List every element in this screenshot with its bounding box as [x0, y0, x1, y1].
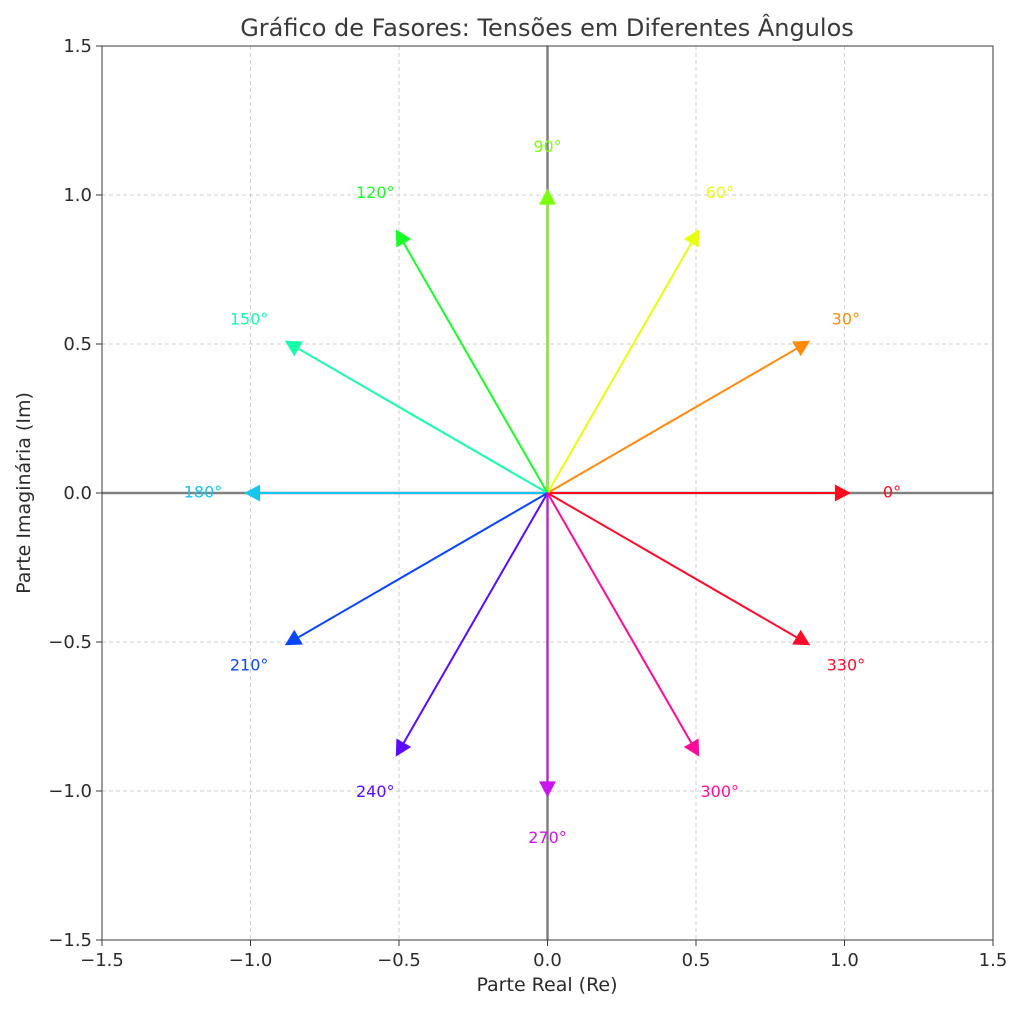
y-tick-label: 1.0 [63, 185, 92, 206]
x-tick-label: 0.5 [682, 950, 711, 971]
phasor-arrowhead-330 [792, 629, 811, 646]
y-tick-label: −0.5 [48, 632, 92, 653]
x-tick-label: 1.0 [830, 950, 859, 971]
phasor-arrowhead-60 [683, 229, 700, 248]
y-axis-ticks: −1.5 −1.0 −0.5 0.0 0.5 1.0 1.5 [48, 36, 102, 951]
phasor-line-240 [402, 492, 549, 744]
y-tick-label: −1.5 [48, 930, 92, 951]
chart-title: Gráfico de Fasores: Tensões em Diferente… [240, 13, 854, 42]
phasor-arrowhead-90 [539, 188, 556, 205]
phasor-arrowhead-270 [539, 781, 556, 798]
phasor-arrowhead-180 [244, 484, 261, 502]
phasor-arrowhead-30 [792, 340, 811, 357]
phasor-label-210: 210° [230, 655, 269, 674]
x-tick-label: −1.5 [80, 950, 124, 971]
x-axis-label: Parte Real (Re) [476, 974, 617, 996]
phasor-arrowhead-240 [395, 738, 412, 757]
phasor-label-0: 0° [883, 483, 901, 502]
y-tick-label: −1.0 [48, 781, 92, 802]
phasor-label-330: 330° [827, 655, 866, 674]
phasor-arrowhead-0 [834, 484, 851, 502]
x-tick-label: −0.5 [377, 950, 421, 971]
phasor-label-180: 180° [184, 483, 223, 502]
phasor-line-300 [546, 492, 693, 744]
phasor-label-240: 240° [356, 782, 395, 801]
phasor-arrowhead-150 [284, 340, 303, 357]
phasor-label-300: 300° [700, 782, 739, 801]
x-tick-label: −1.0 [229, 950, 273, 971]
x-tick-label: 0.0 [533, 950, 562, 971]
phasor-label-120: 120° [356, 183, 395, 202]
y-tick-label: 0.0 [63, 483, 92, 504]
x-tick-label: 1.5 [979, 950, 1008, 971]
phasor-arrowhead-300 [683, 738, 700, 757]
phasor-label-30: 30° [832, 310, 860, 329]
y-tick-label: 0.5 [63, 334, 92, 355]
x-axis-ticks: −1.5 −1.0 −0.5 0.0 0.5 1.0 1.5 [80, 940, 1007, 971]
phasor-line-120 [402, 242, 549, 494]
phasor-line-30 [546, 347, 797, 494]
y-tick-label: 1.5 [63, 36, 92, 57]
phasor-line-210 [298, 492, 549, 639]
phasor-line-330 [546, 492, 797, 639]
phasor-label-150: 150° [230, 310, 269, 329]
phasor-label-60: 60° [706, 183, 734, 202]
phasor-label-270: 270° [528, 828, 567, 847]
phasor-line-150 [298, 347, 549, 494]
phasor-label-90: 90° [533, 137, 561, 156]
phasor-arrowhead-120 [395, 229, 412, 248]
phasor-line-60 [546, 242, 693, 494]
phasor-group: 0° 30° 60° 90° 120° 150° 180° 210° 240° 270° 300° 3… [184, 137, 901, 847]
phasor-arrowhead-210 [284, 629, 303, 646]
y-axis-label: Parte Imaginária (Im) [13, 392, 35, 594]
